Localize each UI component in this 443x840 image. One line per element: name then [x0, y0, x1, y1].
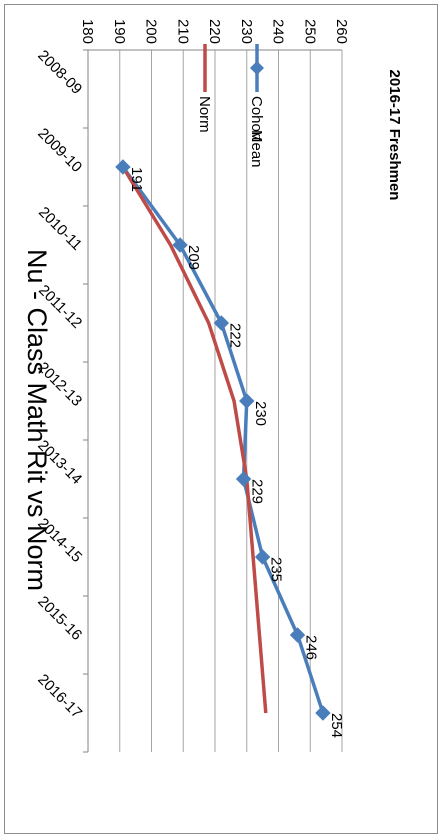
- category-label: 2015-16: [34, 593, 85, 644]
- chart-subtitle: 2016-17 Freshmen: [386, 70, 403, 201]
- norm-line: [121, 166, 268, 714]
- data-label: 191: [128, 167, 145, 192]
- category-label: 2009-10: [34, 125, 85, 176]
- y-tick-label: 180: [79, 19, 96, 44]
- legend-label: Mean: [248, 130, 265, 168]
- data-label: 246: [303, 635, 320, 660]
- y-tick-label: 190: [111, 19, 128, 44]
- y-tick-label: 220: [206, 19, 223, 44]
- data-label: 209: [185, 245, 202, 270]
- data-point-marker: [115, 159, 131, 175]
- data-point-marker: [239, 393, 255, 409]
- cohort-mean-line: [121, 165, 325, 714]
- legend-marker: [250, 61, 264, 75]
- category-label: 2010-11: [35, 204, 85, 254]
- category-label: 2016-17: [34, 671, 85, 722]
- category-label: 2008-09: [34, 47, 85, 98]
- y-tick-label: 230: [238, 19, 255, 44]
- y-tick-label: 250: [301, 19, 318, 44]
- data-point-marker: [172, 237, 188, 253]
- legend-label: Norm: [196, 96, 213, 133]
- data-label: 222: [226, 323, 243, 348]
- y-tick-label: 240: [270, 19, 287, 44]
- data-point-marker: [235, 471, 252, 487]
- y-tick-label: 200: [143, 19, 160, 44]
- data-label: 254: [328, 713, 345, 738]
- chart-frame: [4, 4, 438, 834]
- data-point-marker: [289, 627, 306, 643]
- data-point-marker: [213, 315, 230, 331]
- data-label: 235: [268, 557, 285, 582]
- data-label: 229: [249, 479, 266, 504]
- data-point-marker: [315, 705, 331, 721]
- y-tick-label: 260: [333, 19, 350, 44]
- y-tick-label: 210: [174, 19, 191, 44]
- data-point-marker: [254, 549, 271, 565]
- data-label: 230: [252, 401, 269, 426]
- chart-title: Nu - Class Math Rit vs Norm: [22, 249, 52, 591]
- legend-label: Cohort: [248, 96, 265, 142]
